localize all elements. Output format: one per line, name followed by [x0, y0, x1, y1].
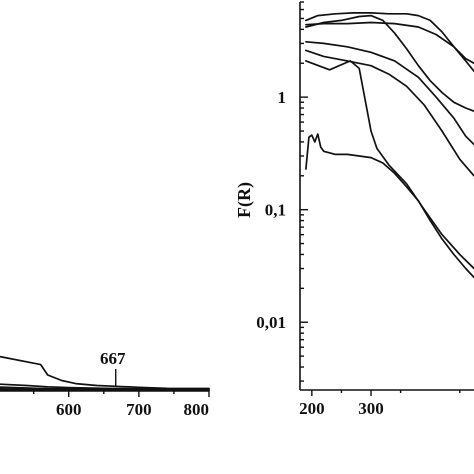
right-x-tick-label-300: 300: [358, 399, 384, 418]
right-series-line-1: [305, 12, 474, 65]
right-y-tick-label: 1: [278, 88, 287, 107]
right-series-line-7: [305, 133, 474, 279]
right-series-line-2: [305, 14, 474, 113]
right-y-tick-label: 0,01: [256, 313, 286, 332]
right-series-line-6: [305, 60, 474, 270]
right-panel: 1 0,1 0,01 200 300 F(R): [234, 1, 474, 418]
right-y-tick-label: 0,1: [265, 201, 286, 220]
left-annotations: 667: [100, 349, 126, 386]
right-series-line-3: [305, 21, 474, 73]
left-x-tick-label-700: 700: [126, 400, 152, 419]
left-x-ticks: 600 700 800: [32, 391, 210, 419]
left-x-tick-label-800: 800: [184, 400, 210, 419]
right-ticks: 1 0,1 0,01 200 300: [256, 1, 461, 418]
right-series-line-4: [305, 40, 474, 146]
left-panel: 600 700 800 667: [0, 349, 210, 419]
right-series-line-5: [305, 49, 474, 177]
right-x-tick-label-200: 200: [299, 399, 325, 418]
left-series-line-1: [0, 355, 210, 390]
right-y-axis-label: F(R): [234, 182, 255, 218]
left-x-tick-label-600: 600: [56, 400, 82, 419]
annotation-label: 667: [100, 349, 126, 368]
right-series-group: [305, 12, 474, 279]
